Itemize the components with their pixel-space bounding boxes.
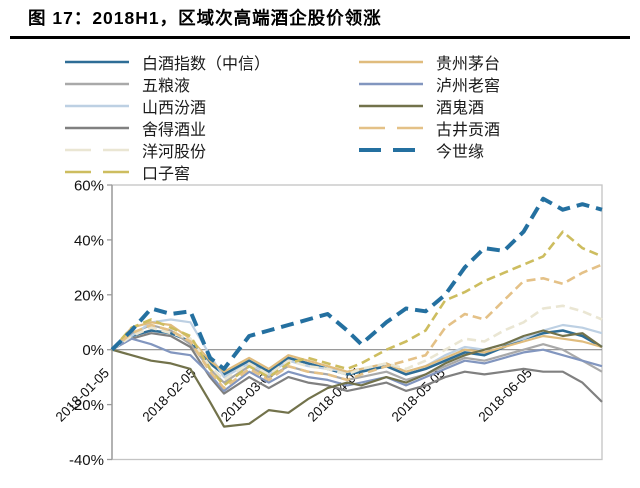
y-tick-label: 40% [74, 232, 104, 249]
legend-item-baijiu-index: 白酒指数（中信） [64, 51, 270, 73]
legend-label: 洋河股份 [142, 142, 207, 161]
series-line-kweichow-moutai [111, 321, 603, 373]
legend-line-swatch [359, 148, 423, 152]
figure-title: 图 17：2018H1，区域次高端酒企股价领涨 [28, 8, 382, 28]
legend-line-swatch [359, 126, 423, 130]
legend-item-yanghe: 洋河股份 [64, 139, 270, 161]
legend-item-shede: 舍得酒业 [64, 117, 270, 139]
legend-line-swatch [359, 60, 423, 64]
x-tick-label: 2018-01-05 [53, 365, 112, 424]
legend-label: 古井贡酒 [436, 120, 501, 139]
legend-label: 舍得酒业 [142, 120, 207, 139]
legend-line-swatch [65, 148, 129, 152]
series-line-kouzijiao [111, 230, 603, 387]
legend-line-swatch [359, 104, 423, 108]
x-tick-label: 2018-02-05 [139, 365, 198, 424]
legend-label: 泸州老窖 [436, 76, 501, 95]
legend-column-right: 贵州茅台 泸州老窖 酒鬼酒 古井贡酒 今世缘 [358, 51, 500, 161]
legend-label: 山西汾酒 [142, 98, 207, 117]
series-line-jinshiyuan [110, 196, 603, 371]
legend-item-jinshiyuan: 今世缘 [358, 139, 500, 161]
legend-item-kouzijiao: 口子窖 [64, 161, 270, 183]
y-tick-label: 20% [74, 287, 104, 304]
series-line-gujing-gongjiu [111, 263, 603, 390]
legend-label: 酒鬼酒 [436, 98, 485, 117]
legend-label: 五粮液 [142, 76, 191, 95]
title-divider [10, 36, 630, 39]
legend-line-swatch [65, 82, 129, 86]
legend-line-swatch [359, 82, 423, 86]
y-tick-label: 60% [74, 178, 104, 195]
legend-item-jiuguijiu: 酒鬼酒 [358, 95, 500, 117]
legend-line-swatch [65, 60, 129, 64]
legend-item-wuliangye: 五粮液 [64, 73, 270, 95]
legend-label: 口子窖 [142, 164, 191, 183]
series-line-wuliangye [111, 323, 603, 384]
legend-label: 白酒指数（中信） [142, 54, 271, 73]
legend-line-swatch [65, 170, 129, 174]
legend-item-luzhou-laojiao: 泸州老窖 [358, 73, 500, 95]
series-line-shede-spirits [111, 332, 603, 403]
y-tick-label: -20% [69, 397, 104, 414]
legend-item-shanxi-fenjiu: 山西汾酒 [64, 95, 270, 117]
y-tick-label: 0% [82, 342, 104, 359]
legend-line-swatch [65, 104, 129, 108]
x-tick-label: 2018-05-05 [389, 365, 448, 424]
legend-column-left: 白酒指数（中信） 五粮液 山西汾酒 舍得酒业 洋河股份 口子窖 [64, 51, 270, 183]
series-line-jiuguijiu [111, 329, 603, 428]
legend-label: 贵州茅台 [436, 54, 501, 73]
legend-line-swatch [65, 126, 129, 130]
y-tick-label: -40% [69, 452, 104, 469]
legend-label: 今世缘 [436, 142, 485, 161]
legend-item-gujing-gongjiu: 古井贡酒 [358, 117, 500, 139]
legend-item-moutai: 贵州茅台 [358, 51, 500, 73]
